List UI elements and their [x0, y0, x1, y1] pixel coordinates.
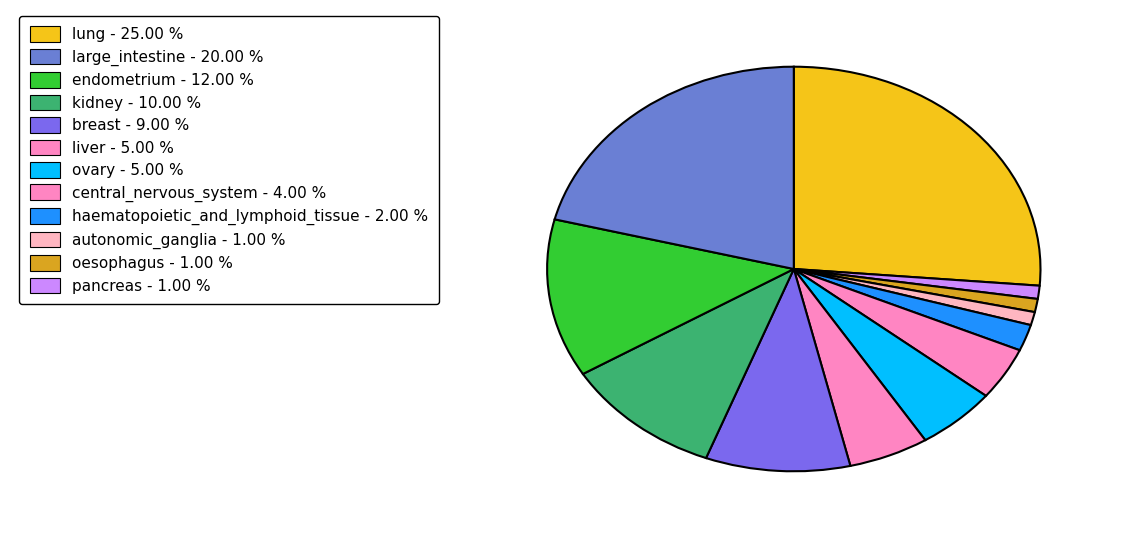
Wedge shape — [794, 67, 1041, 286]
Wedge shape — [794, 269, 1031, 350]
Wedge shape — [794, 269, 1040, 299]
Wedge shape — [706, 269, 850, 471]
Wedge shape — [583, 269, 794, 458]
Wedge shape — [794, 269, 985, 440]
Wedge shape — [794, 269, 1019, 396]
Wedge shape — [794, 269, 1038, 312]
Legend: lung - 25.00 %, large_intestine - 20.00 %, endometrium - 12.00 %, kidney - 10.00: lung - 25.00 %, large_intestine - 20.00 … — [19, 16, 439, 305]
Wedge shape — [547, 220, 794, 374]
Wedge shape — [794, 269, 925, 466]
Wedge shape — [555, 67, 794, 269]
Wedge shape — [794, 269, 1035, 325]
